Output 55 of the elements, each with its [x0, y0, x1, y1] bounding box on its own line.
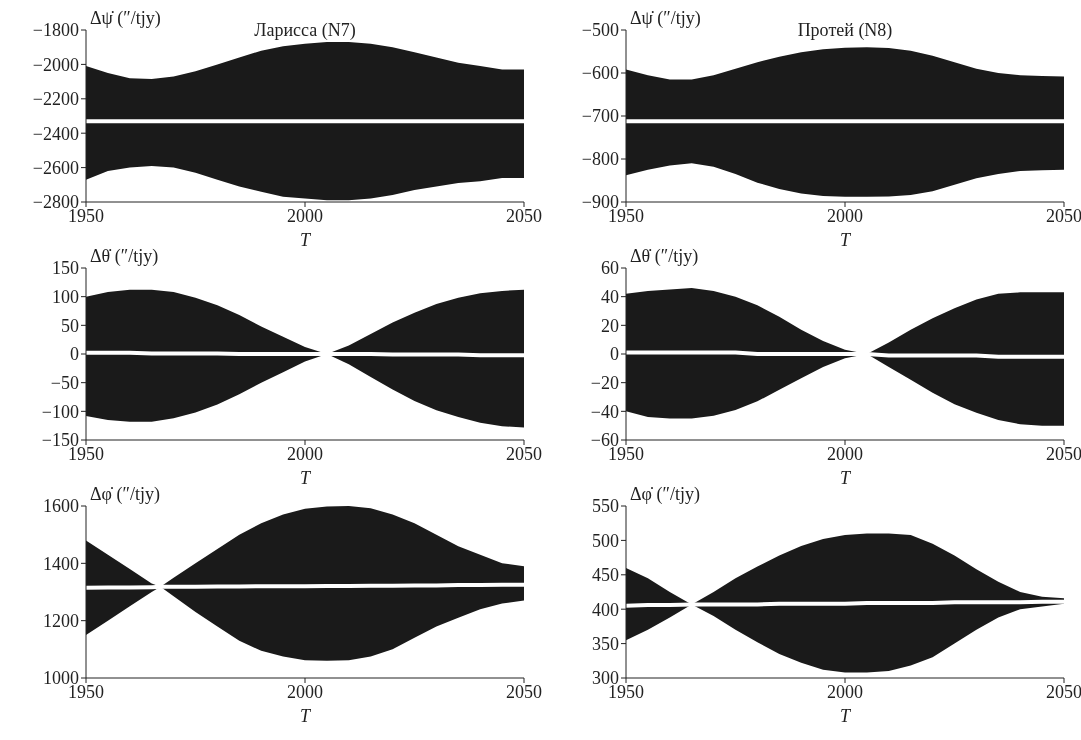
y-axis-title: Δψ̇ (″/tjy) — [90, 8, 161, 29]
y-tick-label: −2200 — [32, 89, 79, 110]
y-tick-label: −100 — [41, 401, 79, 422]
x-axis-title: T — [299, 706, 312, 726]
y-tick-label: −20 — [590, 373, 619, 394]
y-tick-label: 1200 — [43, 611, 79, 632]
y-axis-title: Δθ̇ (″/tjy) — [630, 246, 699, 267]
x-tick-label: 2050 — [1046, 205, 1081, 226]
x-tick-label: 2000 — [827, 443, 863, 464]
y-tick-label: −2600 — [32, 157, 79, 178]
y-tick-label: 400 — [592, 599, 619, 620]
x-tick-label: 2050 — [506, 681, 542, 702]
y-tick-label: −800 — [581, 149, 619, 170]
x-tick-label: 2000 — [287, 443, 323, 464]
y-tick-label: 0 — [70, 344, 79, 365]
y-tick-label: −600 — [581, 63, 619, 84]
x-tick-label: 2050 — [1046, 443, 1081, 464]
y-axis-title: Δθ̇ (″/tjy) — [90, 246, 159, 267]
y-tick-label: 60 — [601, 258, 619, 279]
y-axis-title: Δφ̇ (″/tjy) — [630, 484, 700, 505]
y-tick-label: −1800 — [32, 20, 79, 41]
y-tick-label: 100 — [52, 287, 79, 308]
x-axis-title: T — [839, 706, 852, 726]
y-tick-label: 1600 — [43, 496, 79, 517]
x-tick-label: 2000 — [827, 205, 863, 226]
y-tick-label: 450 — [592, 565, 619, 586]
y-tick-label: 1400 — [43, 553, 79, 574]
x-tick-label: 2000 — [287, 205, 323, 226]
y-tick-label: 0 — [610, 344, 619, 365]
x-tick-label: 2050 — [506, 205, 542, 226]
x-tick-label: 2050 — [506, 443, 542, 464]
x-tick-label: 2000 — [287, 681, 323, 702]
y-tick-label: −50 — [50, 373, 79, 394]
y-tick-label: −40 — [590, 401, 619, 422]
x-axis-title: T — [299, 468, 312, 488]
y-tick-label: −500 — [581, 20, 619, 41]
y-tick-label: −700 — [581, 106, 619, 127]
y-tick-label: 50 — [61, 315, 79, 336]
x-axis-title: T — [299, 230, 312, 250]
y-tick-label: 150 — [52, 258, 79, 279]
y-tick-label: −2000 — [32, 54, 79, 75]
x-axis-title: T — [839, 468, 852, 488]
y-axis-title: Δφ̇ (″/tjy) — [90, 484, 160, 505]
y-tick-label: 350 — [592, 633, 619, 654]
y-axis-title: Δψ̇ (″/tjy) — [630, 8, 701, 29]
chart-title: Протей (N8) — [797, 20, 893, 40]
y-tick-label: 550 — [592, 496, 619, 517]
y-tick-label: 20 — [601, 315, 619, 336]
chart-title: Ларисса (N7) — [254, 20, 356, 40]
x-tick-label: 2000 — [827, 681, 863, 702]
y-tick-label: 40 — [601, 287, 619, 308]
x-axis-title: T — [839, 230, 852, 250]
x-tick-label: 2050 — [1046, 681, 1081, 702]
y-tick-label: 500 — [592, 530, 619, 551]
y-tick-label: −2400 — [32, 123, 79, 144]
